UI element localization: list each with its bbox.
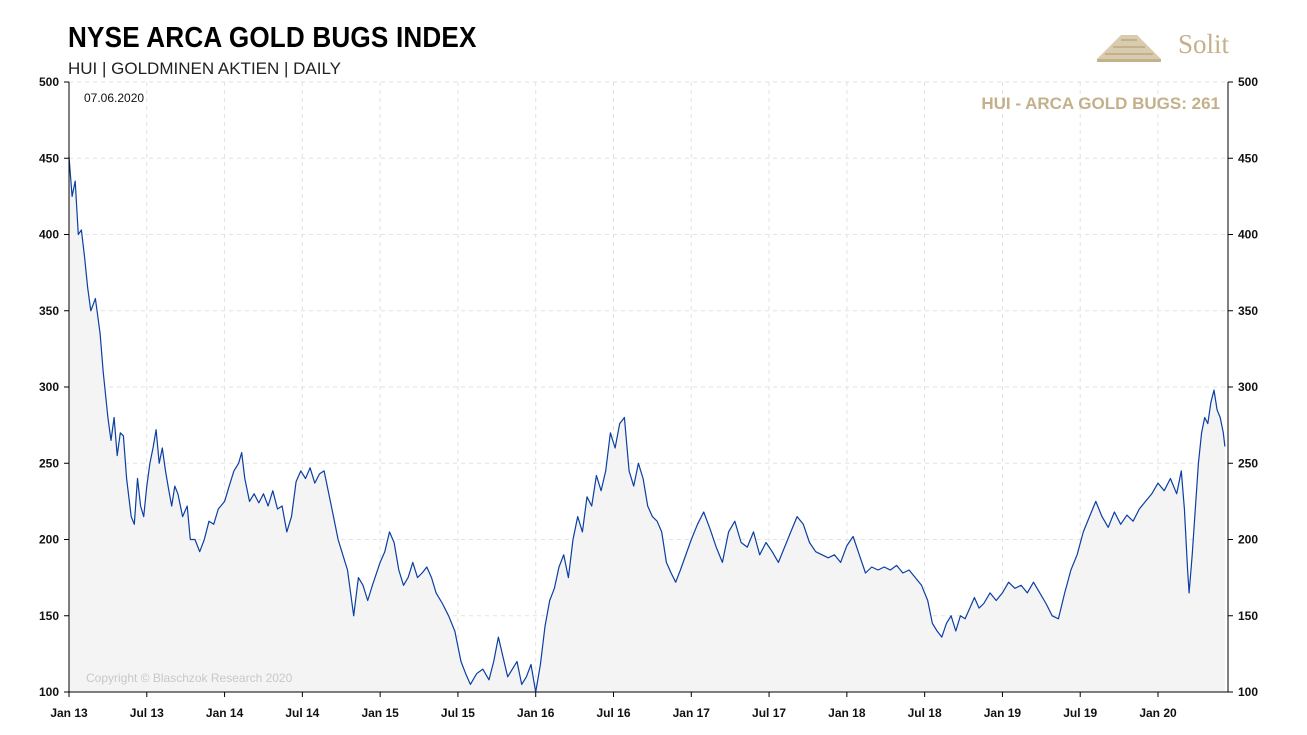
y-tick-label-right: 150	[1238, 609, 1258, 623]
y-tick-label-left: 350	[39, 304, 59, 318]
x-tick-label: Jul 17	[752, 706, 786, 720]
y-tick-label-right: 250	[1238, 456, 1258, 470]
y-tick-label-left: 150	[39, 609, 59, 623]
series-area-fill	[69, 156, 1225, 692]
y-tick-label-left: 300	[39, 380, 59, 394]
x-tick-label: Jul 18	[908, 706, 942, 720]
y-tick-label-left: 200	[39, 533, 59, 547]
date-label: 07.06.2020	[84, 91, 144, 105]
x-tick-label: Jul 16	[596, 706, 630, 720]
x-tick-label: Jul 13	[130, 706, 164, 720]
logo-text: Solit	[1178, 29, 1230, 59]
x-tick-label: Jul 19	[1063, 706, 1097, 720]
x-tick-label: Jul 14	[285, 706, 319, 720]
y-tick-label-right: 450	[1238, 151, 1258, 165]
y-tick-label-left: 100	[39, 685, 59, 699]
x-tick-label: Jan 17	[673, 706, 711, 720]
y-tick-label-right: 400	[1238, 228, 1258, 242]
x-tick-label: Jan 16	[517, 706, 555, 720]
value-annotation: HUI - ARCA GOLD BUGS: 261	[981, 94, 1220, 113]
x-tick-label: Jan 14	[206, 706, 244, 720]
x-tick-label: Jan 19	[984, 706, 1022, 720]
y-tick-label-right: 200	[1238, 533, 1258, 547]
y-tick-label-right: 350	[1238, 304, 1258, 318]
solit-logo-icon	[1097, 35, 1161, 62]
y-tick-label-left: 450	[39, 151, 59, 165]
chart-title: NYSE ARCA GOLD BUGS INDEX	[68, 22, 477, 54]
y-tick-label-right: 100	[1238, 685, 1258, 699]
y-tick-label-left: 500	[39, 75, 59, 89]
y-tick-label-right: 500	[1238, 75, 1258, 89]
x-tick-label: Jan 20	[1139, 706, 1177, 720]
y-tick-label-right: 300	[1238, 380, 1258, 394]
x-tick-label: Jul 15	[441, 706, 475, 720]
x-tick-label: Jan 13	[50, 706, 88, 720]
series-line	[68, 156, 1226, 693]
copyright-text: Copyright © Blaschzok Research 2020	[86, 671, 293, 685]
y-tick-label-left: 400	[39, 228, 59, 242]
x-tick-label: Jan 18	[828, 706, 866, 720]
x-tick-label: Jan 15	[361, 706, 399, 720]
axis-ticks: 100 100 150 150 200 200 250 250 300 300 350 350 400 4…	[39, 75, 1258, 720]
chart-subtitle: HUI | GOLDMINEN AKTIEN | DAILY	[68, 59, 342, 78]
y-tick-label-left: 250	[39, 456, 59, 470]
